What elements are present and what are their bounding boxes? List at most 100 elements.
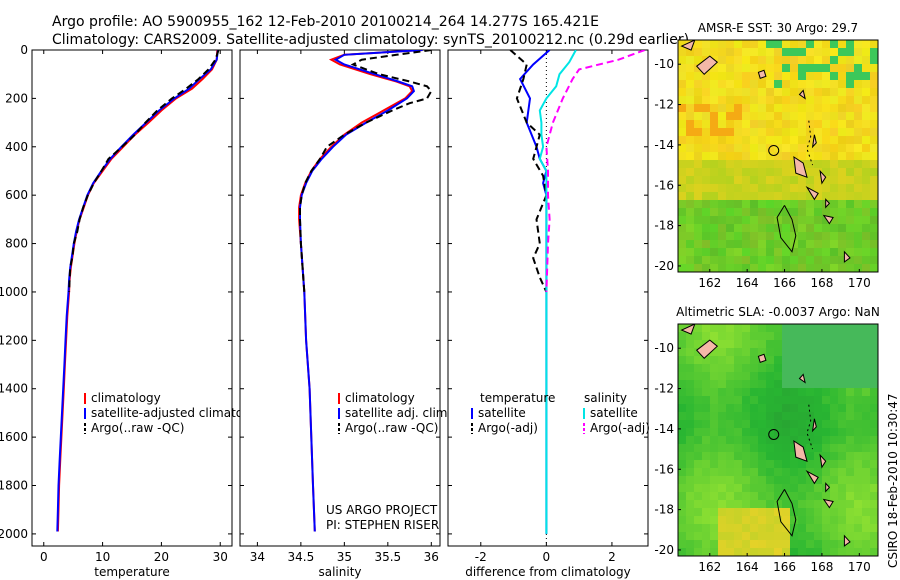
map-cell: [694, 128, 703, 137]
map-cell: [782, 444, 791, 453]
map-cell: [790, 160, 799, 169]
map-cell: [702, 48, 711, 57]
map-cell: [750, 40, 759, 49]
map-cell: [790, 144, 799, 153]
map-cell: [726, 500, 735, 509]
map-cell: [766, 136, 775, 145]
map-cell: [678, 324, 687, 333]
map-cell: [790, 168, 799, 177]
sst_map-ytick-label: -20: [654, 259, 674, 273]
map-cell: [870, 444, 878, 453]
figure-title-line1: Argo profile: AO 5900955_162 12-Feb-2010…: [52, 14, 599, 30]
map-cell: [686, 144, 695, 153]
map-cell: [758, 332, 767, 341]
map-cell: [870, 104, 878, 113]
map-cell: [798, 48, 807, 57]
map-cell: [710, 72, 719, 81]
map-cell: [798, 128, 807, 137]
map-cell: [774, 224, 783, 233]
map-cell: [718, 256, 727, 265]
map-cell: [774, 436, 783, 445]
map-cell: [702, 96, 711, 105]
depth-tick-label: 1400: [0, 382, 28, 396]
map-cell: [686, 184, 695, 193]
map-cell: [766, 420, 775, 429]
map-cell: [790, 444, 799, 453]
map-cell: [822, 460, 831, 469]
map-cell: [702, 532, 711, 541]
map-cell: [814, 96, 823, 105]
map-cell: [782, 208, 791, 217]
map-cell: [678, 128, 687, 137]
map-cell: [678, 112, 687, 121]
map-cell: [782, 200, 791, 209]
map-cell: [790, 404, 799, 413]
map-cell: [862, 112, 871, 121]
map-cell: [710, 412, 719, 421]
map-cell: [774, 420, 783, 429]
map-cell: [678, 40, 687, 49]
map-cell: [750, 468, 759, 477]
map-cell: [734, 524, 743, 533]
map-cell: [790, 72, 799, 81]
difference-xtick-label: 2: [608, 550, 616, 564]
map-cell: [750, 112, 759, 121]
map-cell: [718, 460, 727, 469]
map-cell: [838, 48, 847, 57]
map-cell: [854, 168, 863, 177]
map-cell: [774, 112, 783, 121]
map-cell: [734, 48, 743, 57]
island-shape: [757, 69, 767, 79]
map-cell: [726, 112, 735, 121]
map-cell: [782, 364, 791, 373]
map-cell: [718, 492, 727, 501]
map-cell: [854, 192, 863, 201]
map-cell: [806, 524, 815, 533]
map-cell: [686, 332, 695, 341]
map-cell: [790, 184, 799, 193]
map-cell: [734, 420, 743, 429]
map-cell: [862, 216, 871, 225]
map-cell: [846, 476, 855, 485]
map-cell: [702, 492, 711, 501]
map-cell: [766, 524, 775, 533]
salinity-xtick-label: 36: [424, 550, 439, 564]
map-cell: [742, 372, 751, 381]
map-cell: [846, 208, 855, 217]
map-cell: [686, 264, 695, 272]
map-cell: [758, 144, 767, 153]
map-cell: [710, 348, 719, 357]
map-cell: [718, 248, 727, 257]
map-cell: [694, 540, 703, 549]
map-cell: [838, 80, 847, 89]
map-cell: [870, 192, 878, 201]
map-cell: [862, 460, 871, 469]
map-cell: [798, 136, 807, 145]
map-cell: [726, 444, 735, 453]
map-cell: [814, 240, 823, 249]
map-cell: [870, 64, 878, 73]
sla_map-xtick-label: 166: [773, 560, 796, 574]
map-cell: [790, 436, 799, 445]
map-cell: [870, 136, 878, 145]
map-cell: [758, 152, 767, 161]
map-cell: [734, 444, 743, 453]
map-cell: [710, 388, 719, 397]
map-cell: [766, 396, 775, 405]
map-cell: [742, 508, 751, 517]
map-cell: [814, 476, 823, 485]
map-cell: [862, 224, 871, 233]
map-cell: [806, 192, 815, 201]
map-cell: [814, 468, 823, 477]
map-cell: [822, 120, 831, 129]
map-cell: [726, 412, 735, 421]
map-cell: [694, 248, 703, 257]
sla_map-ytick-label: -14: [654, 422, 674, 436]
map-cell: [822, 160, 831, 169]
map-cell: [854, 500, 863, 509]
map-cell: [750, 232, 759, 241]
depth-tick-label: 1800: [0, 479, 28, 493]
map-cell: [798, 420, 807, 429]
project-label: US ARGO PROJECT: [326, 503, 438, 517]
map-cell: [774, 372, 783, 381]
